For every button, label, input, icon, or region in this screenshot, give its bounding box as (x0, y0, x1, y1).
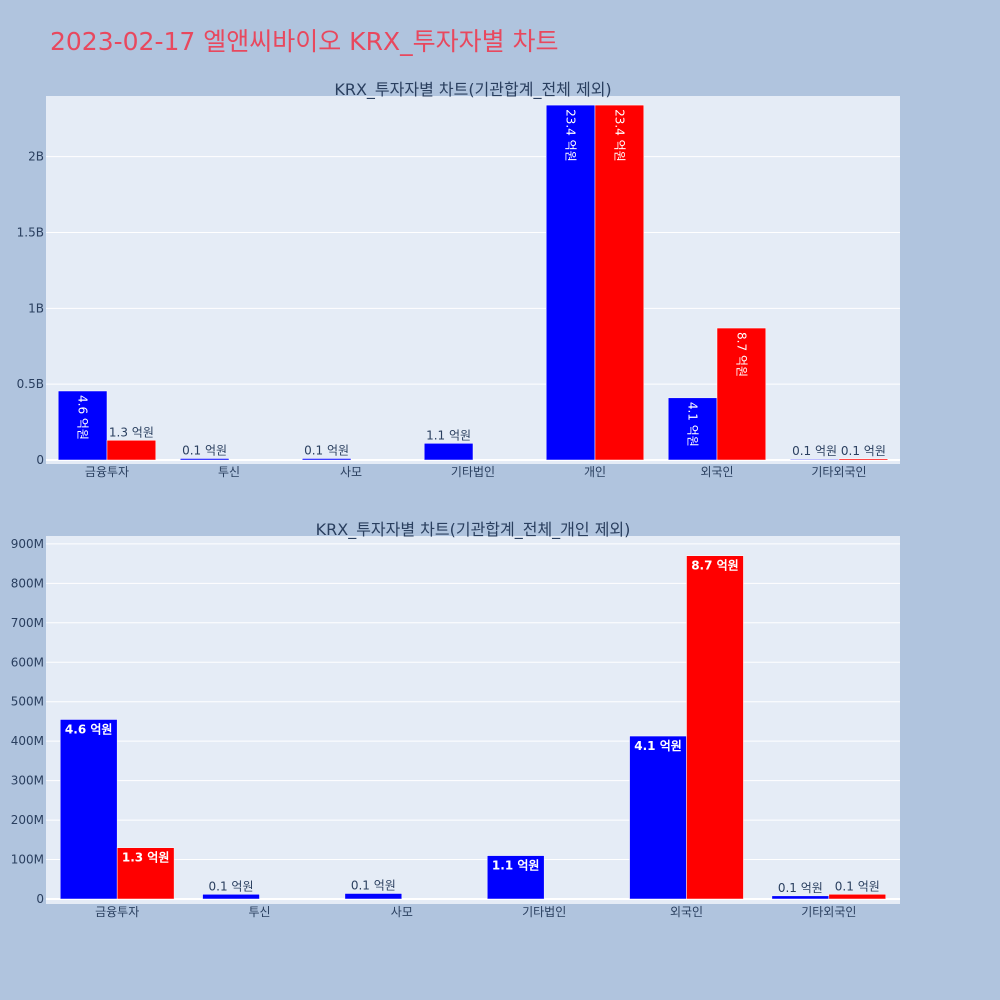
y-tick-label: 600M (11, 655, 44, 669)
data-label: 0.1 억원 (778, 881, 823, 895)
x-tick-label: 외국인 (670, 905, 703, 919)
bar (594, 104, 645, 461)
bar (629, 735, 687, 900)
chart-top: KRX_투자자별 차트(기관합계_전체 제외) 0 0.5B 1B 1.5B 2B 금융투자… (17, 80, 900, 479)
y-tick-label: 1B (28, 301, 44, 315)
page-title: 2023-02-17 엘앤씨바이오 KRX_투자자별 차트 (50, 27, 559, 56)
data-label: 1.1 억원 (426, 428, 471, 442)
bar (486, 855, 545, 900)
bar (545, 104, 596, 461)
bar (301, 458, 352, 461)
x-tick-label: 기타법인 (522, 905, 566, 919)
x-tick-label: 사모 (391, 905, 413, 919)
chart-bottom: KRX_투자자별 차트(기관합계_전체_개인 제외) 0 100M 200M 300M 4… (11, 520, 900, 919)
x-tick-label: 금융투자 (85, 465, 129, 479)
x-tick-label: 사모 (340, 465, 362, 479)
data-label: 8.7 억원 (734, 332, 748, 377)
bar (59, 719, 118, 900)
data-label: 8.7 억원 (691, 559, 739, 573)
bar (686, 555, 744, 900)
data-label: 0.1 억원 (792, 444, 837, 458)
data-label: 4.1 억원 (634, 739, 682, 753)
y-tick-label: 100M (11, 853, 44, 867)
x-tick-label: 개인 (584, 465, 606, 479)
y-tick-label: 0 (36, 892, 44, 906)
data-label: 23.4 억원 (564, 109, 578, 162)
y-tick-label: 900M (11, 537, 44, 551)
data-label: 1.3 억원 (122, 851, 170, 865)
data-label: 23.4 억원 (612, 109, 626, 162)
y-tick-label: 200M (11, 813, 44, 827)
y-tick-label: 0.5B (17, 377, 44, 391)
bar (344, 893, 403, 900)
chart-title: KRX_투자자별 차트(기관합계_전체 제외) (334, 80, 611, 100)
data-label: 4.6 억원 (76, 395, 90, 440)
bar (106, 440, 157, 461)
data-label: 0.1 억원 (209, 879, 254, 893)
bar (716, 327, 767, 461)
y-tick-label: 0 (36, 453, 44, 467)
x-tick-label: 기타외국인 (801, 905, 856, 919)
data-label: 0.1 억원 (182, 443, 227, 457)
data-label: 4.6 억원 (65, 722, 113, 736)
x-tick-label: 외국인 (700, 465, 733, 479)
bar (789, 458, 840, 461)
plot-area (46, 96, 900, 464)
bar (771, 895, 830, 900)
y-tick-label: 2B (28, 150, 44, 164)
x-tick-label: 투신 (218, 465, 240, 479)
bar (423, 443, 474, 461)
data-label: 0.1 억원 (351, 878, 396, 892)
bar (838, 458, 889, 461)
data-label: 0.1 억원 (835, 879, 880, 893)
data-label: 0.1 억원 (841, 444, 886, 458)
bar (116, 847, 175, 900)
plot-area (46, 536, 900, 904)
data-label: 1.3 억원 (109, 425, 154, 439)
bar (179, 458, 230, 461)
y-tick-label: 400M (11, 734, 44, 748)
bar (57, 390, 108, 461)
y-tick-label: 300M (11, 774, 44, 788)
data-label: 4.1 억원 (686, 402, 700, 447)
y-tick-label: 700M (11, 616, 44, 630)
x-tick-label: 투신 (248, 905, 270, 919)
x-tick-label: 기타외국인 (811, 465, 866, 479)
y-tick-label: 800M (11, 576, 44, 590)
bar (828, 894, 887, 900)
bar (202, 894, 260, 900)
x-tick-label: 금융투자 (95, 905, 139, 919)
y-tick-label: 500M (11, 695, 44, 709)
x-tick-label: 기타법인 (451, 465, 495, 479)
data-label: 0.1 억원 (304, 443, 349, 457)
chart-title: KRX_투자자별 차트(기관합계_전체_개인 제외) (316, 520, 631, 540)
y-tick-label: 1.5B (17, 226, 44, 240)
data-label: 1.1 억원 (492, 859, 540, 873)
